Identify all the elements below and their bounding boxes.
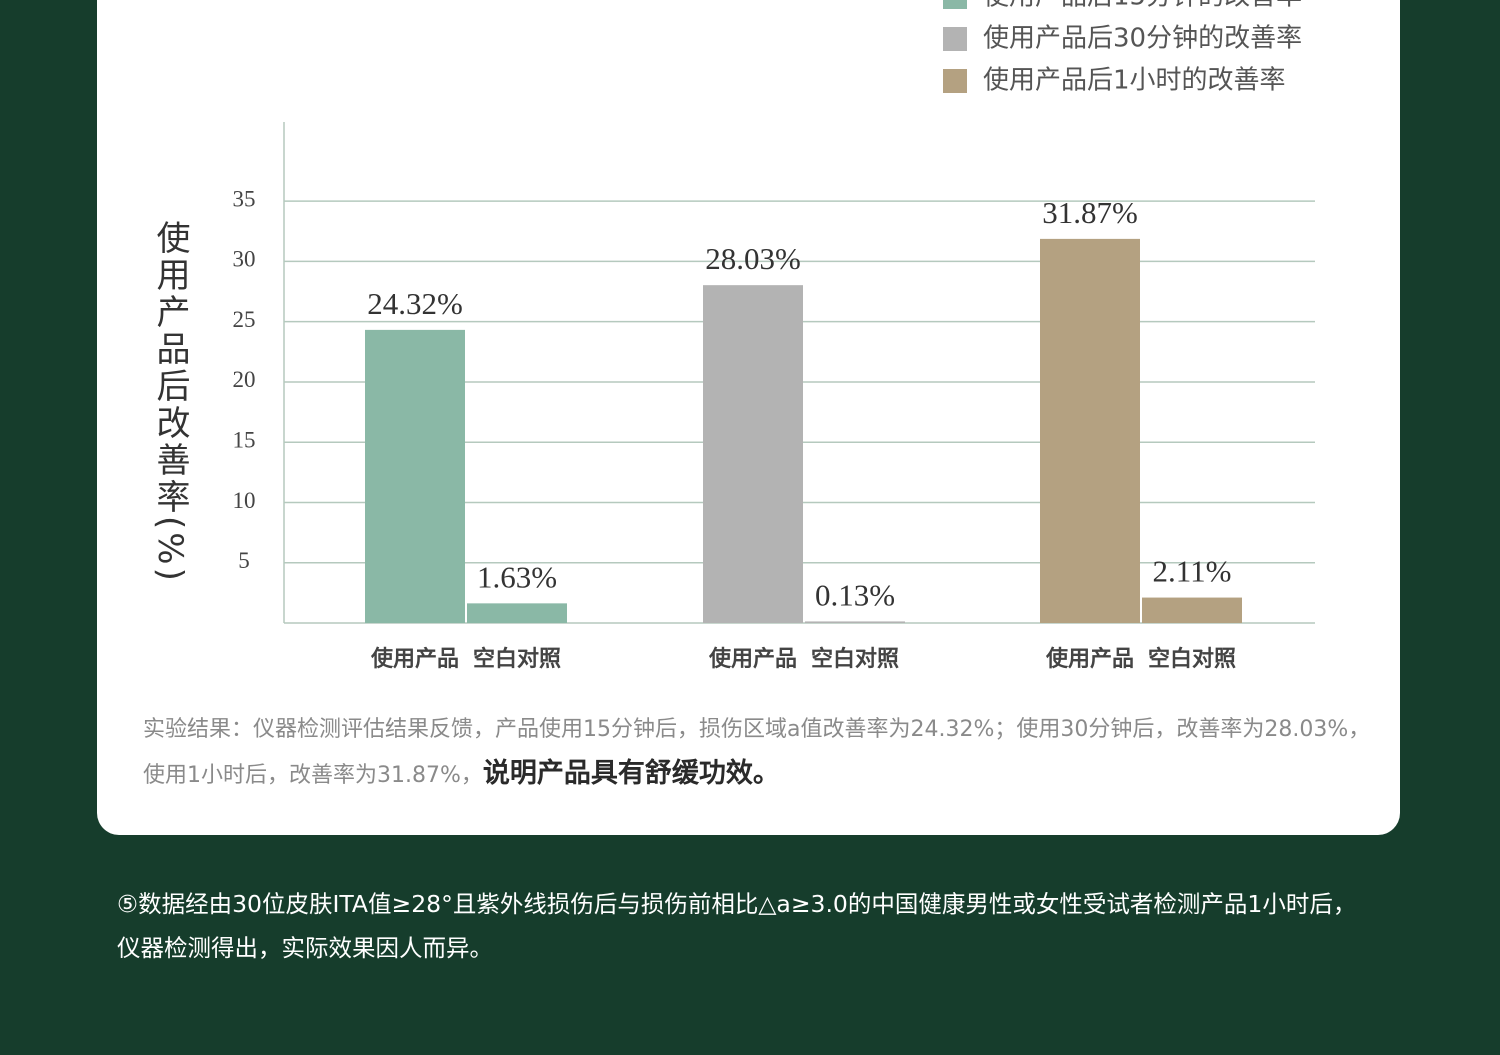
- description: 实验结果：仪器检测评估结果反馈，产品使用15分钟后，损伤区域a值改善率为24.3…: [143, 708, 1383, 798]
- description-text: 实验结果：仪器检测评估结果反馈，产品使用15分钟后，损伤区域a值改善率为24.3…: [143, 717, 1371, 788]
- legend-swatch: [943, 69, 967, 93]
- value-label: 31.87%: [1042, 195, 1138, 230]
- x-tick-label: 使用产品: [708, 647, 797, 672]
- y-tick-label: 10: [233, 488, 256, 513]
- x-tick-label: 空白对照: [473, 646, 561, 672]
- y-tick-label: 15: [233, 427, 256, 452]
- value-label: 24.32%: [367, 286, 463, 321]
- y-tick-label: 25: [233, 307, 256, 332]
- footnote: ⑤数据经由30位皮肤ITA值≥28°且紫外线损伤后与损伤前相比△a≥3.0的中国…: [117, 890, 1357, 962]
- bar: [805, 621, 905, 623]
- bar: [365, 329, 465, 623]
- x-tick-label: 使用产品: [370, 647, 459, 672]
- y-tick-label: 30: [233, 247, 256, 272]
- x-tick-label: 空白对照: [811, 646, 899, 672]
- legend-label: 使用产品后1小时的改善率: [983, 66, 1286, 96]
- bar: [1142, 597, 1242, 623]
- y-tick-label: 35: [233, 186, 256, 211]
- value-label: 1.63%: [477, 559, 557, 594]
- bar: [467, 603, 567, 623]
- x-tick-label: 使用产品: [1045, 647, 1134, 672]
- description-emphasis: 说明产品具有舒缓功效。: [482, 758, 780, 789]
- legend-swatch: [943, 27, 967, 51]
- bar: [703, 285, 803, 623]
- legend-label: 使用产品后30分钟的改善率: [983, 24, 1302, 54]
- legend-label: 使用产品后15分钟的改善率: [983, 0, 1302, 12]
- value-label: 2.11%: [1153, 554, 1232, 589]
- bar: [1040, 238, 1140, 623]
- y-tick-label: 20: [233, 367, 256, 392]
- y-tick-label: 5: [238, 548, 250, 573]
- x-tick-label: 空白对照: [1148, 646, 1236, 672]
- value-label: 28.03%: [705, 241, 801, 276]
- value-label: 0.13%: [815, 577, 895, 612]
- y-axis-label: 使用产品后改善率(%): [150, 220, 190, 584]
- legend-swatch: [943, 0, 967, 9]
